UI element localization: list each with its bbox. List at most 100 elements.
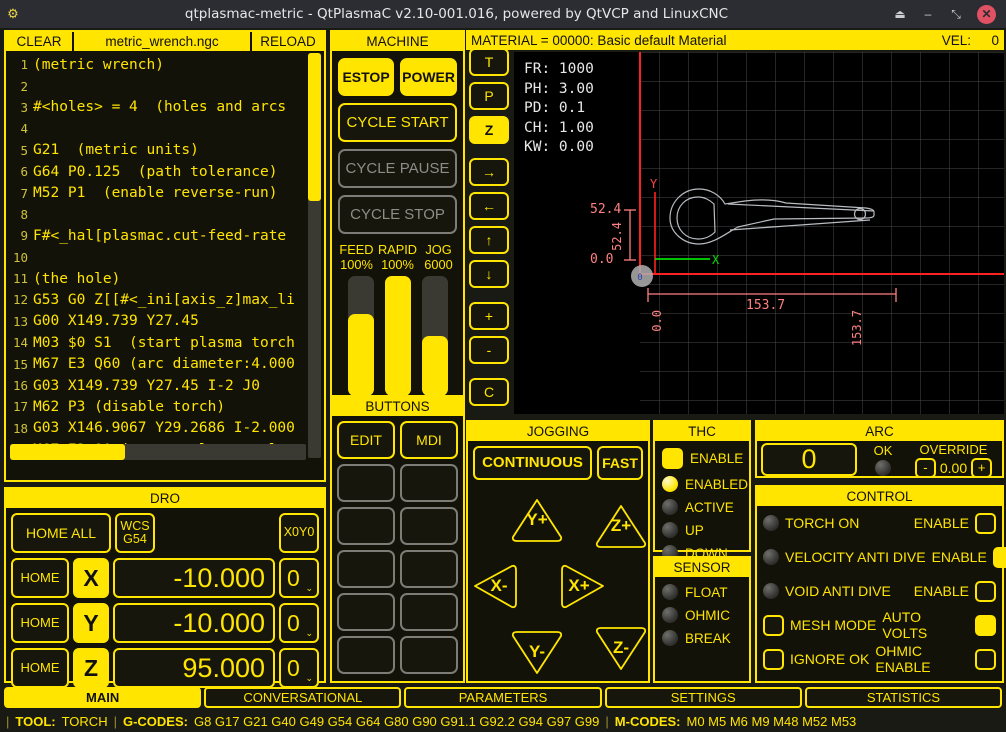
zoom-in-button[interactable]: + <box>469 302 509 330</box>
thc-enable-checkbox[interactable] <box>662 448 683 469</box>
dro-select-value: 0 <box>287 654 300 681</box>
user-button-empty[interactable] <box>337 593 395 631</box>
cycle-start-button[interactable]: CYCLE START <box>338 103 457 142</box>
view-z-button[interactable]: Z <box>469 116 509 144</box>
pan-down-button[interactable]: ↓ <box>469 260 509 288</box>
gcode-line: 18 G03 X146.9067 Y29.2686 I-2.000 <box>6 418 324 439</box>
user-button-empty[interactable] <box>400 593 458 631</box>
view-t-button[interactable]: T <box>469 48 509 76</box>
thc-led-enabled <box>662 476 678 492</box>
estop-button[interactable]: ESTOP <box>338 58 395 96</box>
control-checkbox-void-anti-dive[interactable] <box>975 580 996 602</box>
slider-rapid[interactable] <box>384 276 411 396</box>
tab-settings[interactable]: SETTINGS <box>604 687 802 708</box>
jog-x-minus-button[interactable]: X- <box>472 563 526 609</box>
tab-statistics[interactable]: STATISTICS <box>804 687 1003 708</box>
tab-conversational[interactable]: CONVERSATIONAL <box>204 687 402 708</box>
dro-value-z[interactable]: 95.000 <box>113 648 275 688</box>
pan-left-button[interactable]: ← <box>469 192 509 220</box>
dro-select-y[interactable]: 0 ⌄ <box>279 603 319 643</box>
restore-icon[interactable]: ⤡ <box>951 6 961 21</box>
axis-label-y[interactable]: Y <box>73 603 109 643</box>
minimize-icon[interactable]: – <box>924 7 932 21</box>
sensor-led-float <box>662 584 678 600</box>
cycle-stop-button[interactable]: CYCLE STOP <box>338 195 457 234</box>
eject-icon[interactable]: ⏏ <box>894 7 906 21</box>
user-button-empty[interactable] <box>337 636 395 674</box>
user-button-empty[interactable] <box>400 507 458 545</box>
slider-feed[interactable] <box>347 276 374 396</box>
gcode-vertical-scroll-thumb[interactable] <box>308 53 321 201</box>
gcode-body[interactable]: 1 (metric wrench) 2 3 #<holes> = 4 (holes an… <box>6 51 324 462</box>
home-z-button[interactable]: HOME <box>11 648 69 688</box>
status-bar: | TOOL: TORCH | G-CODES: G8 G17 G21 G40 … <box>0 710 1006 732</box>
dro-select-z[interactable]: 0 ⌄ <box>279 648 319 688</box>
control-checkbox-ignore-ok[interactable] <box>975 648 996 670</box>
gcode-horizontal-scroll-thumb[interactable] <box>10 444 125 460</box>
jog-y-minusplus-button[interactable]: Y+ <box>510 497 564 543</box>
jog-y-minus-button[interactable]: Y- <box>510 629 564 675</box>
control-right-label-ignore-ok: OHMIC ENABLE <box>875 643 931 675</box>
jog-pad: Y+ Z+ X- X+ Y- Z- <box>468 485 648 690</box>
thc-enable-row[interactable]: ENABLE <box>655 448 749 469</box>
user-button-empty[interactable] <box>337 464 395 502</box>
thc-led-active <box>662 499 678 515</box>
pan-right-button[interactable]: → <box>469 158 509 186</box>
gcode-file-name[interactable]: metric_wrench.ngc <box>74 32 252 51</box>
clear-view-button[interactable]: C <box>469 378 509 406</box>
view-p-button[interactable]: P <box>469 82 509 110</box>
user-button-empty[interactable] <box>400 636 458 674</box>
reload-button[interactable]: RELOAD <box>260 34 316 49</box>
jog-speed-button[interactable]: FAST <box>597 446 643 480</box>
tab-parameters[interactable]: PARAMETERS <box>404 687 602 708</box>
gcode-vertical-scrollbar[interactable] <box>308 53 321 458</box>
dro-value-x[interactable]: -10.000 <box>113 558 275 598</box>
user-button-empty[interactable] <box>337 507 395 545</box>
clear-button[interactable]: CLEAR <box>6 32 74 51</box>
user-button-edit[interactable]: EDIT <box>337 421 395 459</box>
material-text: MATERIAL = 00000: Basic default Material <box>471 32 727 48</box>
thc-enable-label: ENABLE <box>690 451 744 466</box>
control-row: VOID ANTI DIVE ENABLE <box>757 574 1002 608</box>
gcode-line-number: 10 <box>12 249 28 265</box>
slider-jog[interactable] <box>421 276 448 396</box>
axis-label-x[interactable]: X <box>73 558 109 598</box>
user-button-empty[interactable] <box>400 550 458 588</box>
close-icon[interactable]: ✕ <box>977 4 996 24</box>
cycle-pause-button[interactable]: CYCLE PAUSE <box>338 149 457 188</box>
gcode-line-number: 4 <box>20 121 28 137</box>
dro-panel: DRO HOME ALL WCS G54 X0Y0 HOME X -10.000 0 ⌄… <box>4 487 326 688</box>
zoom-out-button[interactable]: - <box>469 336 509 364</box>
gcode-horizontal-scrollbar[interactable] <box>10 444 306 460</box>
user-button-empty[interactable] <box>400 464 458 502</box>
control-checkbox-velocity-anti-dive[interactable] <box>992 546 1006 568</box>
jog-mode-button[interactable]: CONTINUOUS <box>473 446 592 480</box>
pan-up-button[interactable]: ↑ <box>469 226 509 254</box>
tab-main[interactable]: MAIN <box>4 687 202 708</box>
control-checkbox-mesh-mode[interactable] <box>975 614 996 636</box>
control-checkbox-torch-on[interactable] <box>975 512 996 534</box>
arc-override-plus-button[interactable]: + <box>971 457 993 478</box>
jog-z-minusplus-button[interactable]: Z+ <box>594 503 648 549</box>
axis-label-z[interactable]: Z <box>73 648 109 688</box>
arc-override-minus-button[interactable]: - <box>914 457 936 478</box>
power-button[interactable]: POWER <box>400 58 457 96</box>
dro-select-x[interactable]: 0 ⌄ <box>279 558 319 598</box>
control-panel: CONTROL TORCH ON ENABLE VELOCITY ANTI DIVE… <box>755 485 1006 683</box>
material-bar[interactable]: MATERIAL = 00000: Basic default Material… <box>466 30 1004 50</box>
home-all-button[interactable]: HOME ALL <box>11 513 111 553</box>
gcode-line-text: G00 X149.739 Y27.45 <box>33 313 199 330</box>
title-bar: ⚙ qtplasmac-metric - QtPlasmaC v2.10-001… <box>0 0 1006 28</box>
jog-x-minusplus-button[interactable]: X+ <box>552 563 606 609</box>
home-x-button[interactable]: HOME <box>11 558 69 598</box>
home-y-button[interactable]: HOME <box>11 603 69 643</box>
jog-z-minus-button[interactable]: Z- <box>594 625 648 671</box>
dro-value-y[interactable]: -10.000 <box>113 603 275 643</box>
user-button-mdi[interactable]: MDI <box>400 421 458 459</box>
control-checkbox-left-ignore-ok[interactable] <box>763 648 784 670</box>
x0y0-button[interactable]: X0Y0 <box>279 513 319 553</box>
control-checkbox-left-mesh-mode[interactable] <box>763 614 784 636</box>
wcs-button[interactable]: WCS G54 <box>115 513 155 553</box>
user-button-empty[interactable] <box>337 550 395 588</box>
gcode-preview[interactable]: FR: 1000 PH: 3.00 PD: 0.1 CH: 1.00 KW: 0.00 … <box>514 52 1004 414</box>
